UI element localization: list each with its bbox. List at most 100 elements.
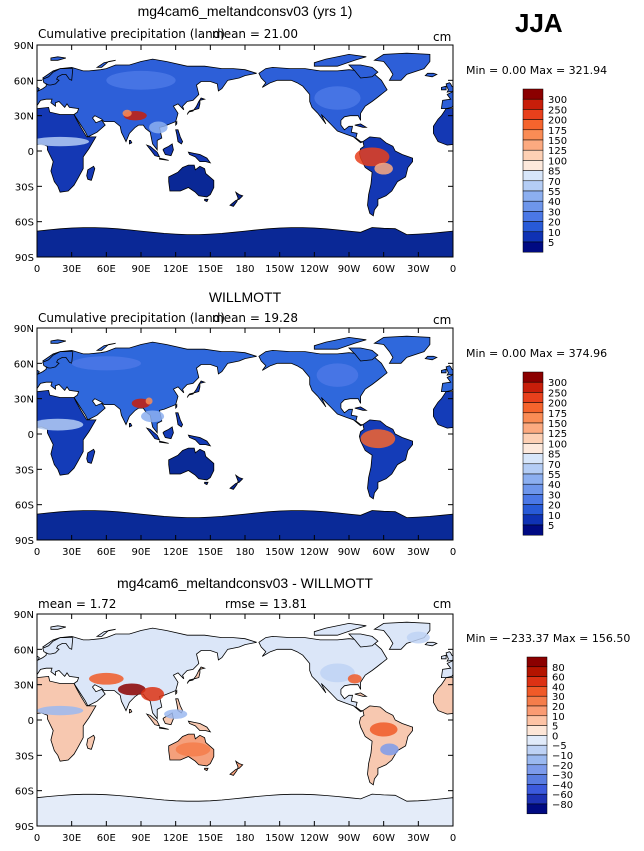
y-tick-label: 30S (15, 751, 34, 762)
land-europe-asia (37, 58, 257, 151)
colorbar-swatch (522, 494, 544, 505)
land-uk (445, 365, 453, 376)
land-japan (186, 97, 206, 115)
colorbar-label: 10 (548, 511, 561, 522)
colorbar-swatch (526, 793, 548, 805)
land-layer (37, 45, 453, 257)
colorbar-swatch (522, 139, 544, 151)
land-borneo (162, 143, 174, 157)
x-tick-label: 0 (34, 833, 40, 844)
precip-region (145, 397, 153, 405)
x-tick-label: 120E (163, 264, 188, 275)
land-arctic-islands (313, 622, 367, 636)
colorbar-label: 250 (548, 388, 567, 399)
land-philippines (175, 412, 184, 428)
land-sumatra (145, 427, 161, 441)
x-tick-label: 150W (265, 833, 294, 844)
colorbar-swatch (526, 735, 548, 746)
colorbar-swatch (526, 656, 548, 668)
x-tick-label: 120W (300, 547, 329, 558)
land-africa (433, 391, 453, 429)
land-scandinavia (42, 637, 74, 655)
colorbar-swatch (526, 754, 548, 766)
land-scandinavia (42, 68, 74, 86)
panel-2-mean-label: mean = 19.28 (212, 311, 299, 325)
panel-1-mean-label: mean = 21.00 (212, 27, 299, 41)
colorbar-swatch (526, 774, 548, 785)
land-uk (445, 651, 453, 662)
land-greenland (373, 335, 431, 364)
x-tick-label: 90E (131, 547, 150, 558)
land-uk (37, 655, 40, 661)
colorbar-label: 5 (552, 722, 558, 733)
colorbar-label: 80 (552, 663, 565, 674)
land-taiwan (175, 120, 178, 127)
land-new-zealand (229, 474, 244, 490)
x-tick-label: 180 (235, 833, 254, 844)
colorbar-label: 30 (552, 692, 565, 703)
colorbar-label: 125 (548, 146, 567, 157)
colorbar-label: 20 (552, 702, 565, 713)
colorbar-swatch (522, 483, 544, 495)
land-java (159, 440, 169, 444)
colorbar-label: −80 (552, 800, 573, 811)
x-tick-label: 150E (198, 264, 223, 275)
x-tick-label: 120W (300, 833, 329, 844)
x-tick-label: 0 (450, 833, 456, 844)
precip-region (374, 162, 393, 175)
precip-region (369, 722, 398, 737)
y-tick-label: 0 (28, 147, 34, 158)
colorbar-swatch (522, 211, 544, 222)
land-antarctica (37, 227, 453, 257)
precip-region (149, 121, 168, 134)
x-tick-label: 150E (198, 547, 223, 558)
y-tick-label: 30S (15, 182, 34, 193)
colorbar-swatch (522, 200, 544, 212)
x-tick-label: 0 (450, 547, 456, 558)
colorbar-label: 300 (548, 378, 567, 389)
land-europe-asia (440, 374, 453, 392)
panel-2-title: WILLMOTT (208, 289, 282, 305)
x-tick-label: 60E (97, 264, 116, 275)
land-japan (186, 380, 206, 398)
precip-region (122, 109, 132, 117)
x-tick-label: 90W (338, 547, 361, 558)
land-ireland (441, 654, 447, 660)
precip-region (141, 687, 165, 702)
y-tick-label: 30N (14, 395, 34, 406)
land-greenland (0, 622, 14, 649)
land-europe-asia (440, 660, 453, 678)
land-europe-asia (440, 91, 453, 109)
panel-1-units: cm (433, 30, 452, 44)
colorbar-label: 70 (548, 177, 561, 188)
colorbar-label: 20 (548, 501, 561, 512)
colorbar-label: 125 (548, 429, 567, 440)
panel-2-left-label: Cumulative precipitation (land) (38, 311, 225, 325)
colorbar-swatch (522, 88, 544, 100)
colorbar-swatch (522, 371, 544, 383)
colorbar-label: −30 (552, 771, 573, 782)
land-africa (37, 106, 97, 193)
colorbar-label: 10 (552, 712, 565, 723)
colorbar-swatch (526, 803, 548, 815)
colorbar-swatch (526, 764, 548, 775)
land-australia (168, 164, 215, 198)
land-uk (37, 369, 40, 375)
colorbar-label: 250 (548, 105, 567, 116)
precip-region (89, 672, 124, 685)
precip-region (106, 70, 176, 90)
colorbar-swatch (522, 473, 544, 485)
panel-2-units: cm (433, 313, 452, 327)
colorbar-label: 100 (548, 156, 567, 167)
land-africa (37, 389, 97, 476)
land-africa (37, 675, 97, 762)
colorbar-label: 85 (548, 167, 561, 178)
x-tick-label: 90W (338, 264, 361, 275)
colorbar-label: −60 (552, 790, 573, 801)
land-antarctica (37, 510, 453, 540)
colorbar-swatch (522, 119, 544, 131)
land-greenland (0, 336, 14, 363)
panel-2-map: 0 30E 60E 90E 120E 150E 180 150W 120W 90W 60W 30W 09… (0, 324, 456, 558)
